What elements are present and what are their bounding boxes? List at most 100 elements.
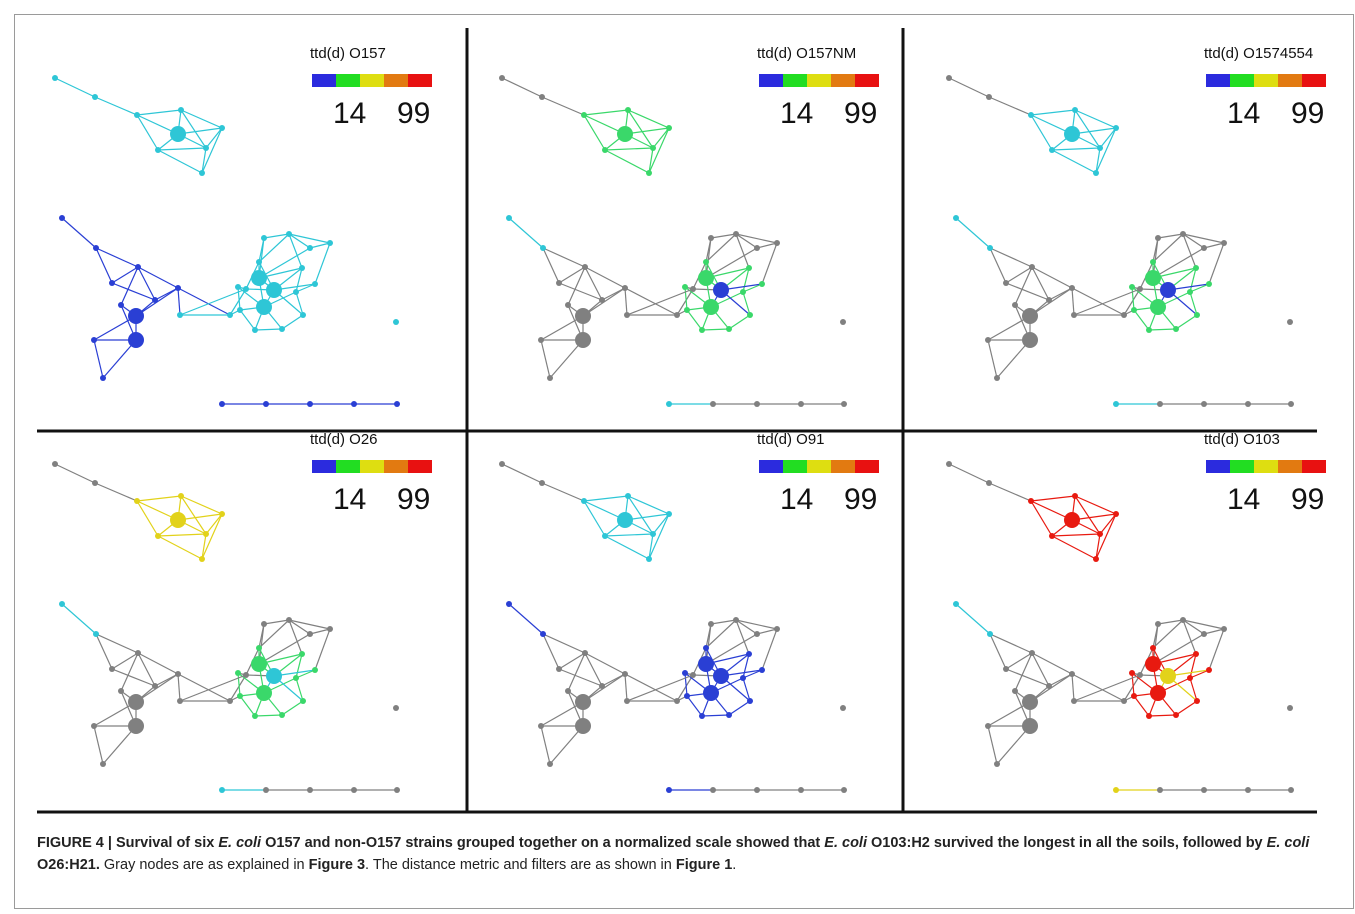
- network-edge: [710, 619, 737, 625]
- network-node: [987, 245, 993, 251]
- network-edge: [742, 677, 751, 702]
- network-node: [1201, 631, 1207, 637]
- network-node: [646, 170, 652, 176]
- network-edge: [742, 267, 750, 293]
- network-node: [985, 723, 991, 729]
- network-edge: [624, 673, 678, 702]
- network-node: [1187, 675, 1193, 681]
- legend-swatch: [1302, 74, 1326, 87]
- network-edge: [157, 535, 203, 560]
- network-node: [227, 698, 233, 704]
- legend-min: 14: [333, 483, 366, 516]
- network-node: [690, 286, 696, 292]
- network-node: [92, 480, 98, 486]
- network-node: [170, 512, 186, 528]
- legend-title: ttd(d) O157NM: [757, 45, 856, 62]
- network-node: [774, 626, 780, 632]
- caption-bold-3: O103:H2 survived the longest in all the …: [867, 835, 1267, 851]
- caption-figure-ref-3[interactable]: Figure 3: [308, 857, 366, 873]
- network-node: [227, 312, 233, 318]
- network-edge: [989, 247, 1033, 268]
- network-node: [699, 713, 705, 719]
- legend-max: 99: [397, 97, 430, 130]
- network-node: [1155, 235, 1161, 241]
- network-node: [252, 713, 258, 719]
- network-node: [175, 285, 181, 291]
- network-panel-3: ttd(d) O1574554 14 99: [946, 45, 1326, 407]
- network-edge: [137, 652, 156, 687]
- network-node: [300, 312, 306, 318]
- network-node: [256, 685, 272, 701]
- network-edge: [652, 513, 670, 535]
- network-edge: [179, 288, 247, 316]
- network-edge: [541, 96, 585, 116]
- network-node: [1193, 651, 1199, 657]
- network-node: [666, 125, 672, 131]
- network-node: [625, 493, 631, 499]
- chain-node: [394, 787, 400, 793]
- chain-node: [798, 401, 804, 407]
- network-edge: [501, 463, 543, 484]
- network-node: [170, 126, 186, 142]
- chain-node: [1288, 787, 1294, 793]
- network-edge: [604, 149, 650, 174]
- network-node: [251, 270, 267, 286]
- network-edge: [761, 628, 778, 671]
- network-node: [617, 512, 633, 528]
- network-edge: [93, 315, 137, 341]
- network-edge: [549, 339, 584, 379]
- caption-figure-ref-1[interactable]: Figure 1: [675, 857, 733, 873]
- network-edge: [237, 286, 241, 311]
- network-edge: [705, 619, 737, 649]
- network-edge: [583, 500, 606, 537]
- network-edge: [1031, 266, 1050, 301]
- network-node: [708, 621, 714, 627]
- network-edge: [705, 247, 758, 279]
- legend-swatch: [783, 74, 807, 87]
- chain-node: [666, 787, 672, 793]
- network-node: [293, 289, 299, 295]
- network-edge: [1182, 619, 1205, 635]
- chain-node: [219, 787, 225, 793]
- network-edge: [201, 147, 207, 174]
- network-edge: [295, 669, 316, 679]
- network-node: [538, 337, 544, 343]
- network-edge: [987, 339, 998, 379]
- network-node: [1121, 312, 1127, 318]
- network-node: [703, 259, 709, 265]
- legend-title: ttd(d) O26: [310, 431, 378, 448]
- legend-swatch: [360, 74, 384, 87]
- network-node: [1003, 280, 1009, 286]
- network-node: [646, 556, 652, 562]
- network-node: [237, 693, 243, 699]
- network-edge: [1189, 283, 1210, 293]
- network-node: [59, 215, 65, 221]
- network-node: [307, 631, 313, 637]
- network-node: [155, 533, 161, 539]
- chain-node: [219, 401, 225, 407]
- network-node: [286, 231, 292, 237]
- network-edge: [948, 77, 990, 98]
- network-node: [128, 694, 144, 710]
- network-edge: [177, 287, 231, 316]
- network-node: [1146, 713, 1152, 719]
- chain-node: [1157, 787, 1163, 793]
- network-node: [624, 698, 630, 704]
- network-edge: [111, 282, 156, 301]
- network-node: [1022, 308, 1038, 324]
- network-node: [1194, 312, 1200, 318]
- panel-dividers: [37, 28, 1317, 814]
- network-edge: [601, 673, 626, 687]
- network-edge: [281, 314, 304, 330]
- network-edge: [95, 633, 139, 654]
- network-edge: [254, 328, 283, 331]
- network-node: [1022, 694, 1038, 710]
- network-node: [622, 285, 628, 291]
- network-edge: [648, 127, 670, 174]
- network-edge: [137, 266, 156, 301]
- legend-swatch: [783, 460, 807, 473]
- network-edge: [955, 603, 991, 635]
- network-node: [747, 312, 753, 318]
- network-node: [556, 280, 562, 286]
- network-edge: [1182, 619, 1225, 630]
